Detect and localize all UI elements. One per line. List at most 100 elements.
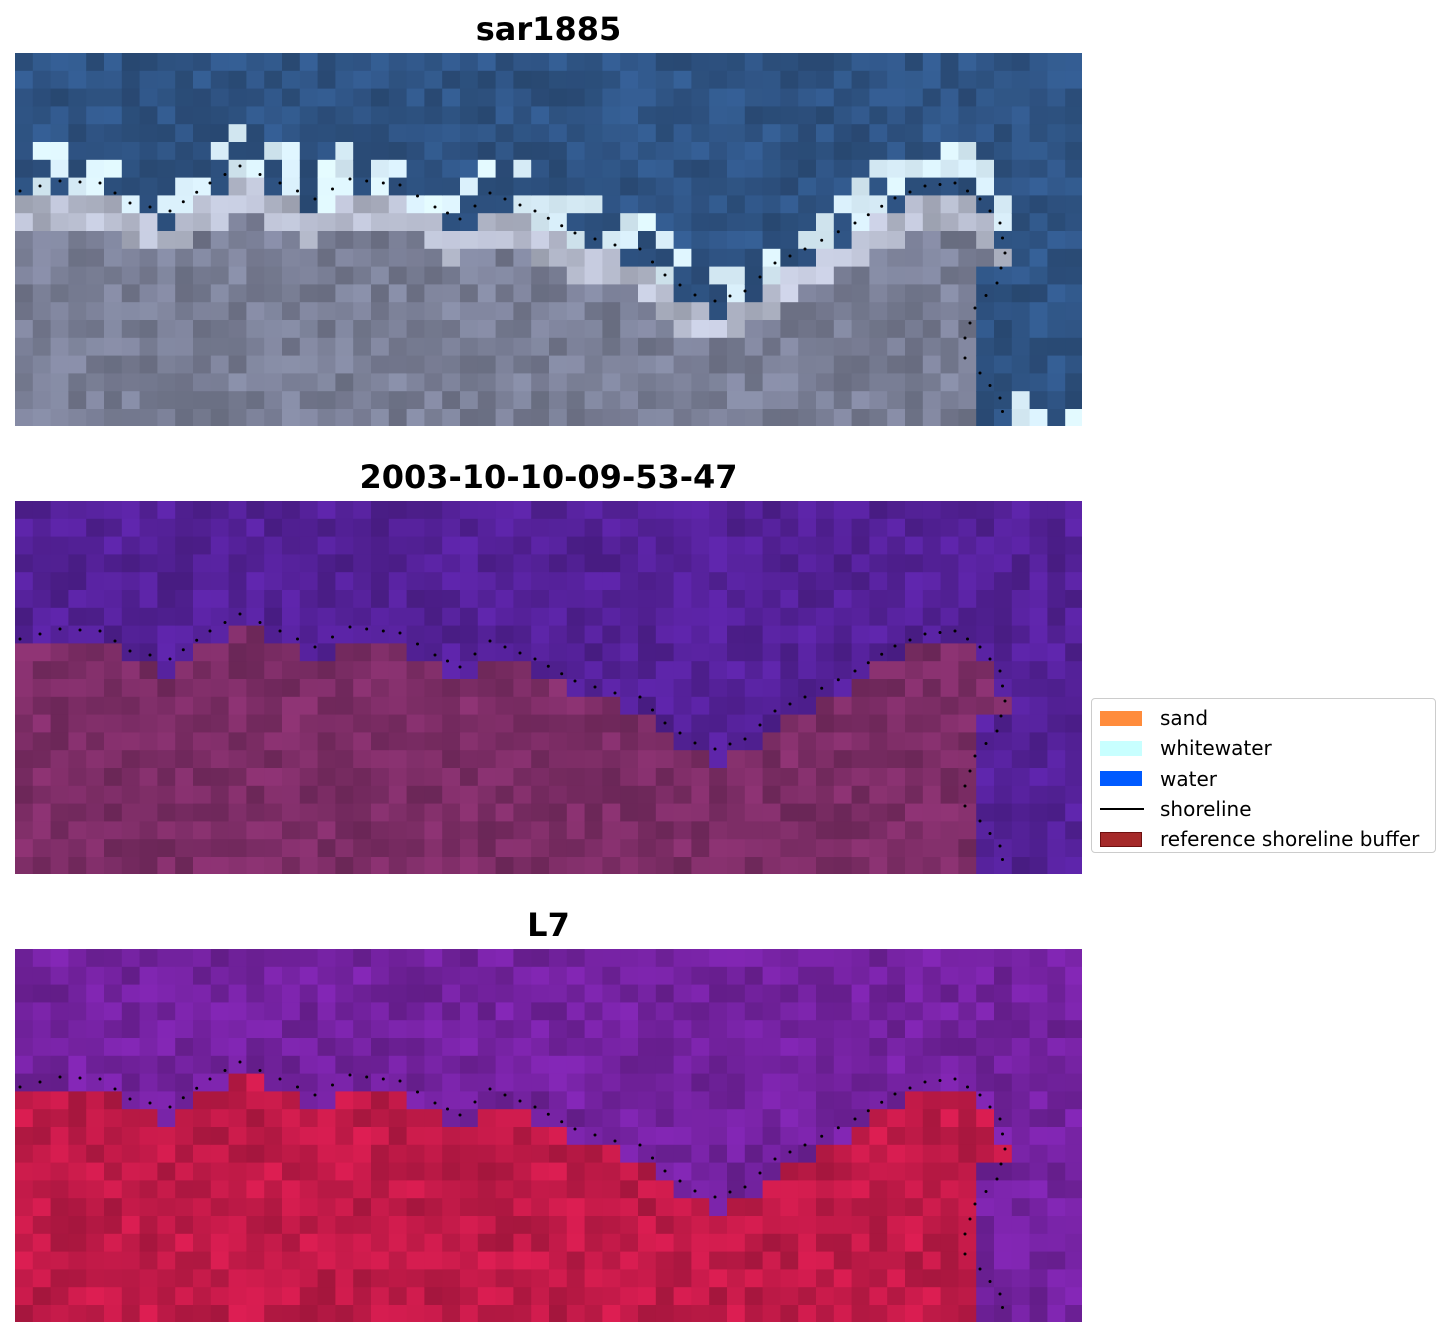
land-pixel bbox=[335, 266, 354, 285]
land-pixel bbox=[958, 857, 977, 874]
water-pixel bbox=[175, 966, 194, 986]
water-pixel bbox=[1011, 554, 1031, 573]
water-pixel bbox=[798, 1091, 817, 1110]
water-pixel bbox=[121, 124, 141, 143]
water-pixel bbox=[584, 949, 603, 968]
shoreline-point bbox=[593, 1133, 597, 1137]
water-pixel bbox=[193, 590, 212, 609]
land-pixel bbox=[513, 320, 532, 339]
water-pixel bbox=[994, 266, 1013, 285]
water-pixel bbox=[976, 732, 995, 751]
water-pixel bbox=[1065, 1269, 1082, 1288]
land-pixel bbox=[32, 750, 52, 769]
land-pixel bbox=[727, 302, 746, 321]
land-pixel bbox=[264, 643, 283, 662]
land-pixel bbox=[424, 1198, 443, 1217]
land-pixel bbox=[655, 1233, 675, 1253]
water-pixel bbox=[139, 70, 158, 90]
land-pixel bbox=[50, 195, 69, 214]
water-pixel bbox=[709, 1055, 728, 1075]
land-pixel bbox=[495, 409, 514, 426]
land-pixel bbox=[549, 1305, 568, 1322]
water-pixel bbox=[193, 607, 212, 627]
water-pixel bbox=[709, 284, 728, 303]
water-pixel bbox=[709, 1038, 728, 1057]
land-pixel bbox=[175, 839, 194, 858]
water-pixel bbox=[104, 1038, 123, 1057]
water-pixel bbox=[210, 53, 230, 72]
water-pixel bbox=[299, 1055, 319, 1075]
land-pixel bbox=[317, 409, 336, 426]
water-pixel bbox=[673, 1002, 692, 1021]
water-pixel bbox=[762, 124, 781, 143]
water-pixel bbox=[157, 590, 176, 609]
land-pixel bbox=[940, 661, 959, 680]
land-pixel bbox=[228, 661, 247, 680]
land-pixel bbox=[371, 1287, 390, 1306]
land-pixel bbox=[958, 750, 977, 769]
water-pixel bbox=[513, 1055, 532, 1075]
water-pixel bbox=[762, 1073, 781, 1092]
water-pixel bbox=[727, 661, 746, 680]
land-pixel bbox=[299, 1127, 319, 1146]
land-pixel bbox=[727, 768, 746, 787]
land-pixel bbox=[833, 1180, 853, 1199]
water-pixel bbox=[762, 1055, 781, 1075]
water-pixel bbox=[638, 661, 657, 680]
land-pixel bbox=[958, 195, 977, 214]
land-pixel bbox=[905, 803, 924, 822]
shoreline-point bbox=[988, 832, 992, 835]
water-pixel bbox=[104, 554, 123, 573]
water-pixel bbox=[744, 1127, 764, 1146]
water-pixel bbox=[691, 1055, 710, 1075]
land-pixel bbox=[584, 1198, 603, 1217]
water-pixel bbox=[282, 106, 301, 125]
land-pixel bbox=[709, 785, 728, 805]
water-pixel bbox=[299, 124, 319, 143]
land-pixel bbox=[549, 732, 568, 751]
water-pixel bbox=[549, 607, 568, 627]
water-pixel bbox=[602, 643, 621, 662]
land-pixel bbox=[727, 1269, 746, 1288]
water-pixel bbox=[673, 679, 692, 698]
water-pixel bbox=[371, 536, 390, 555]
water-pixel bbox=[816, 1020, 835, 1039]
water-pixel bbox=[602, 518, 621, 538]
water-pixel bbox=[1029, 284, 1048, 303]
land-pixel bbox=[691, 1287, 710, 1306]
land-pixel bbox=[246, 1073, 265, 1092]
water-pixel bbox=[513, 536, 532, 555]
land-pixel bbox=[210, 284, 230, 303]
land-pixel bbox=[655, 284, 675, 303]
land-pixel bbox=[460, 1198, 479, 1217]
water-pixel bbox=[531, 590, 550, 609]
land-pixel bbox=[958, 337, 977, 357]
water-pixel bbox=[655, 1002, 675, 1021]
land-pixel bbox=[246, 409, 265, 426]
land-pixel bbox=[424, 785, 443, 805]
water-pixel bbox=[958, 984, 977, 1003]
water-pixel bbox=[816, 177, 835, 196]
water-pixel bbox=[1065, 643, 1082, 662]
water-pixel bbox=[1065, 750, 1082, 769]
water-pixel bbox=[638, 124, 657, 143]
water-pixel bbox=[513, 1038, 532, 1057]
land-pixel bbox=[210, 266, 230, 285]
shoreline-point bbox=[573, 679, 577, 683]
water-pixel bbox=[638, 159, 657, 179]
water-pixel bbox=[424, 1020, 443, 1039]
panel-title-3: L7 bbox=[527, 906, 570, 944]
land-pixel bbox=[246, 803, 265, 822]
land-pixel bbox=[460, 785, 479, 805]
water-pixel bbox=[1029, 106, 1048, 125]
panel-title-1: sar1885 bbox=[475, 10, 622, 48]
land-pixel bbox=[905, 409, 924, 426]
water-pixel bbox=[15, 536, 34, 555]
water-pixel bbox=[1029, 518, 1048, 538]
water-pixel bbox=[1029, 768, 1048, 787]
land-pixel bbox=[139, 1216, 158, 1235]
water-pixel bbox=[816, 1055, 835, 1075]
water-pixel bbox=[228, 984, 247, 1003]
water-pixel bbox=[940, 159, 959, 179]
land-pixel bbox=[566, 1180, 586, 1199]
